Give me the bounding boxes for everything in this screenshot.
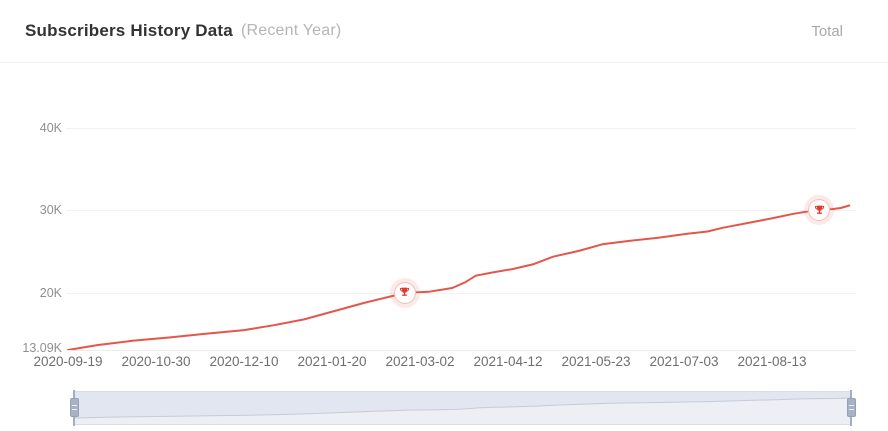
datazoom-left-handle[interactable] bbox=[69, 390, 79, 426]
x-axis-label: 2021-07-03 bbox=[649, 354, 719, 369]
datazoom-right-handle[interactable] bbox=[846, 390, 856, 426]
trophy-marker-30k[interactable] bbox=[808, 199, 831, 222]
panel-subtitle: (Recent Year) bbox=[240, 22, 342, 39]
x-axis-label: 2021-05-23 bbox=[561, 354, 631, 369]
y-axis-label: 40K bbox=[39, 120, 62, 135]
panel-header: Subscribers History Data (Recent Year) T… bbox=[0, 0, 888, 63]
handle-grip-icon bbox=[69, 398, 79, 417]
datazoom-shadow-line bbox=[74, 397, 851, 419]
x-axis-label: 2020-10-30 bbox=[121, 354, 191, 369]
trophy-icon bbox=[400, 288, 410, 297]
trophy-icon bbox=[814, 205, 824, 214]
gridline bbox=[66, 127, 856, 129]
x-axis-label: 2021-03-02 bbox=[385, 354, 455, 369]
series-total-label: Total bbox=[811, 22, 843, 40]
x-axis-label: 2021-01-20 bbox=[297, 354, 367, 369]
y-axis-label: 20K bbox=[39, 285, 62, 300]
gridline bbox=[66, 210, 856, 212]
y-axis-label: 30K bbox=[39, 203, 62, 218]
x-axis-label: 2021-08-13 bbox=[737, 354, 807, 369]
panel-title: Subscribers History Data bbox=[25, 21, 233, 40]
subscribers-line bbox=[67, 204, 851, 351]
x-axis-label: 2021-04-12 bbox=[473, 354, 543, 369]
handle-grip-icon bbox=[846, 398, 856, 417]
datazoom-shadow-area bbox=[75, 398, 850, 424]
datazoom-slider[interactable] bbox=[69, 390, 856, 426]
y-axis-min-label: 13.09K bbox=[22, 341, 62, 355]
trophy-marker-20k[interactable] bbox=[393, 281, 416, 304]
x-axis-line bbox=[66, 350, 856, 351]
gridline bbox=[66, 292, 856, 294]
datazoom-shadow bbox=[74, 391, 851, 425]
x-axis-label: 2020-12-10 bbox=[209, 354, 279, 369]
x-axis-label: 2020-09-19 bbox=[33, 354, 103, 369]
